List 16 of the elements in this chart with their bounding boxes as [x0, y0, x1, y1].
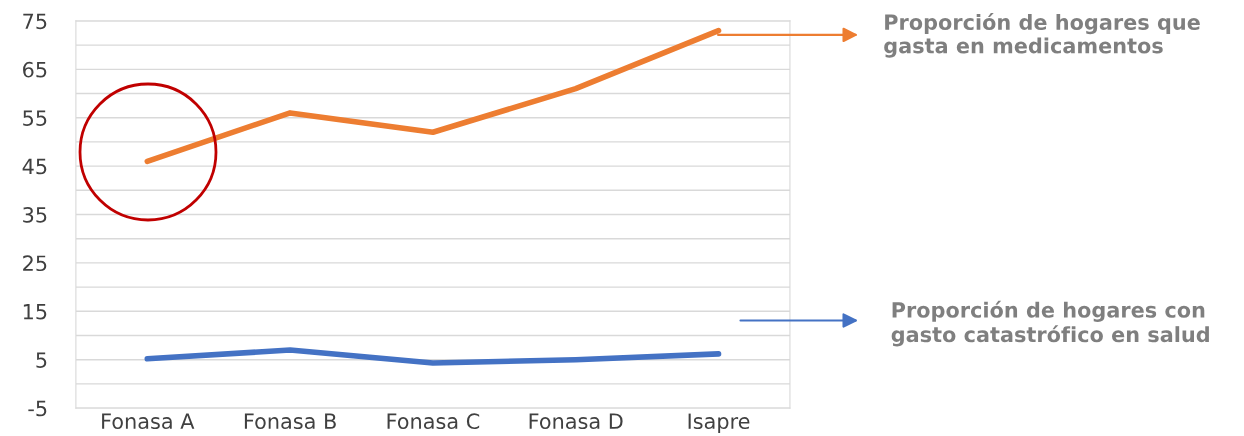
y-tick-label: 15 — [23, 304, 47, 320]
x-tick-label: Fonasa B — [244, 413, 336, 430]
y-tick-label: -5 — [28, 400, 47, 417]
x-tick-label: Isapre — [688, 413, 750, 434]
y-tick-label: 65 — [23, 61, 47, 78]
y-tick-label: 35 — [23, 206, 47, 223]
x-tick-label: Fonasa D — [529, 413, 623, 430]
y-tick-label: 5 — [36, 352, 47, 368]
y-tick-label: 45 — [22, 158, 47, 175]
x-tick-label: Fonasa A — [102, 413, 195, 430]
y-tick-label: 25 — [23, 255, 47, 272]
y-tick-label: 75 — [23, 13, 47, 30]
legend-label: Proporción de hogares con gasto catastrófico en salud — [891, 300, 1209, 347]
y-tick-label: 55 — [23, 110, 47, 126]
x-tick-label: Fonasa C — [387, 413, 480, 430]
legend-label: Proporción de hogares que gasta en medicamentos — [884, 13, 1200, 58]
